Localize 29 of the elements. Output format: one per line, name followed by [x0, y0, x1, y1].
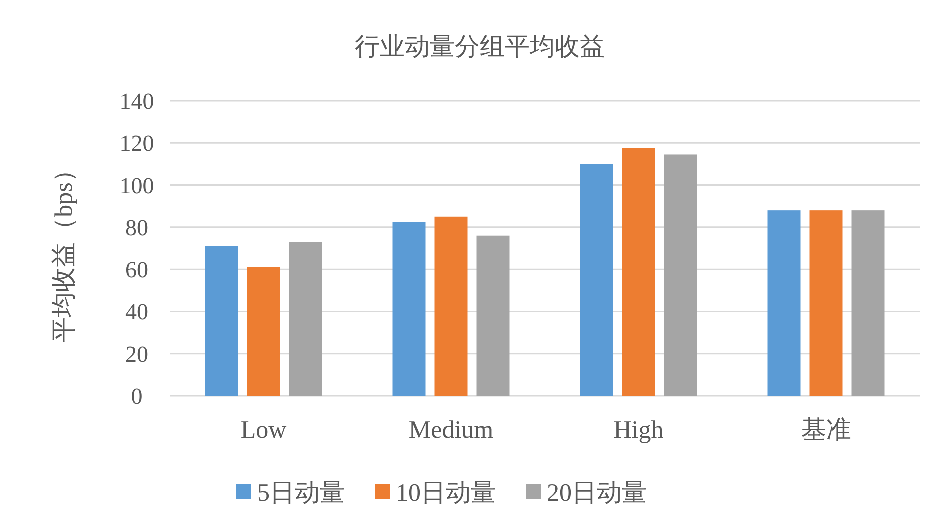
legend-label: 20日动量 — [547, 480, 647, 507]
bar — [392, 222, 426, 396]
y-tick-label: 100 — [120, 173, 154, 198]
y-tick-label: 120 — [120, 131, 154, 156]
bar — [580, 164, 614, 396]
bar — [205, 246, 238, 396]
bar — [434, 216, 468, 396]
chart-title: 行业动量分组平均收益 — [355, 34, 605, 61]
y-tick-label: 20 — [126, 342, 148, 367]
bar — [622, 148, 656, 396]
x-tick-label: Medium — [408, 417, 494, 444]
y-tick-label: 80 — [126, 215, 148, 240]
y-axis-title: 平均收益（bps） — [51, 158, 78, 342]
x-tick-label: 基准 — [801, 417, 852, 444]
legend-label: 10日动量 — [396, 480, 496, 507]
bar — [810, 210, 843, 396]
y-tick-label: 60 — [126, 258, 148, 283]
x-tick-label: Low — [240, 417, 287, 444]
x-tick-label: High — [614, 417, 664, 444]
bar — [476, 236, 510, 396]
bar — [289, 242, 322, 396]
legend-label: 5日动量 — [258, 480, 345, 507]
y-tick-label: 0 — [131, 384, 143, 409]
bar — [664, 154, 698, 396]
y-tick-label: 40 — [126, 300, 148, 325]
bar — [247, 267, 280, 396]
y-tick-label: 140 — [120, 89, 154, 114]
bar — [768, 210, 801, 396]
bar — [852, 210, 885, 396]
